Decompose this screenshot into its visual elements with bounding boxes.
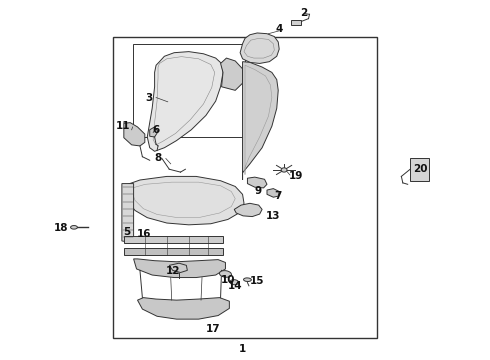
- Text: 1: 1: [239, 343, 246, 354]
- Polygon shape: [220, 58, 243, 90]
- Text: 14: 14: [228, 281, 243, 291]
- Polygon shape: [234, 203, 262, 217]
- Text: 7: 7: [274, 191, 282, 201]
- Polygon shape: [125, 176, 244, 225]
- Bar: [113, 37, 377, 338]
- Text: 16: 16: [137, 229, 151, 239]
- Ellipse shape: [230, 280, 239, 285]
- Text: 11: 11: [116, 121, 130, 131]
- Polygon shape: [124, 235, 223, 243]
- Polygon shape: [134, 259, 225, 278]
- Ellipse shape: [220, 271, 231, 277]
- Text: 8: 8: [155, 153, 162, 163]
- Polygon shape: [410, 158, 429, 181]
- Polygon shape: [124, 123, 145, 146]
- Text: 6: 6: [152, 125, 159, 135]
- Polygon shape: [169, 263, 187, 273]
- Polygon shape: [124, 248, 223, 255]
- Ellipse shape: [281, 168, 287, 172]
- Polygon shape: [292, 20, 301, 25]
- Polygon shape: [247, 177, 267, 188]
- Text: 9: 9: [255, 186, 262, 196]
- Text: 19: 19: [289, 171, 303, 181]
- Text: 20: 20: [414, 164, 428, 174]
- Polygon shape: [147, 51, 223, 151]
- Text: 13: 13: [266, 211, 280, 221]
- Text: 10: 10: [220, 275, 235, 285]
- Text: 3: 3: [145, 93, 152, 103]
- Text: 4: 4: [275, 24, 283, 35]
- Polygon shape: [243, 62, 278, 180]
- Ellipse shape: [71, 226, 77, 229]
- Polygon shape: [122, 184, 134, 243]
- Text: 12: 12: [166, 266, 180, 276]
- Bar: [133, 44, 245, 137]
- Polygon shape: [150, 127, 158, 137]
- Text: 18: 18: [53, 224, 68, 233]
- Polygon shape: [240, 33, 279, 63]
- Text: 15: 15: [250, 276, 265, 286]
- Polygon shape: [267, 189, 279, 197]
- Text: 17: 17: [206, 324, 220, 334]
- Text: 2: 2: [300, 8, 307, 18]
- Ellipse shape: [244, 278, 251, 282]
- Polygon shape: [138, 298, 229, 319]
- Text: 5: 5: [123, 227, 130, 237]
